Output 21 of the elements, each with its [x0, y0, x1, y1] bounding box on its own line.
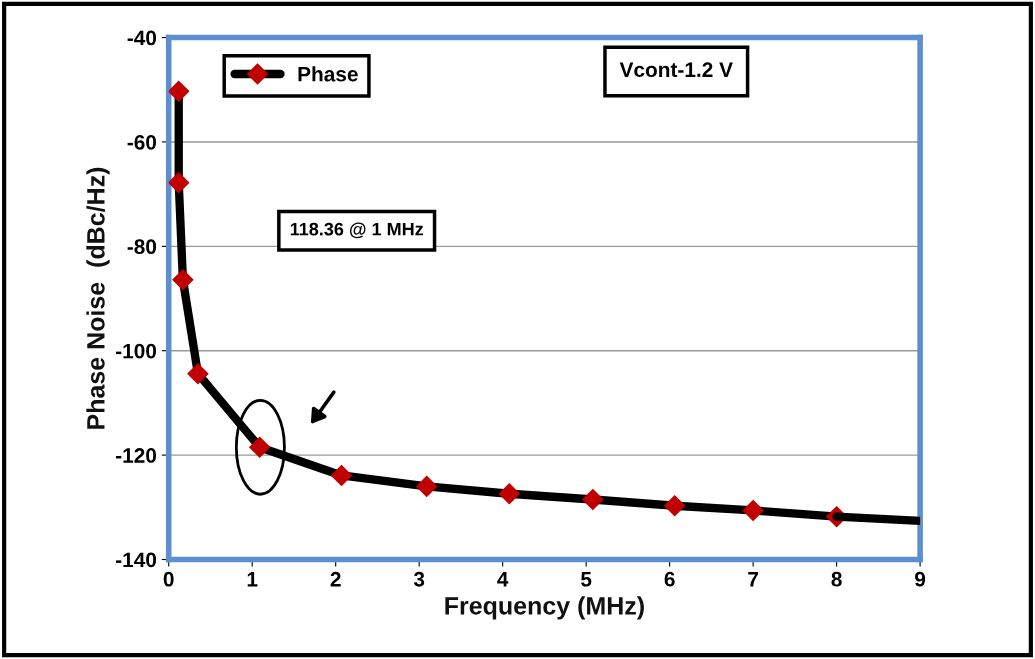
- x-tick-label: 8: [831, 571, 842, 587]
- x-tick-label: 5: [581, 572, 592, 587]
- annotation: Vcont-1.2 V: [619, 62, 733, 78]
- y-tick-label: -60: [127, 134, 157, 150]
- legend-label: Phase: [298, 66, 358, 82]
- x-tick-label: 3: [413, 571, 425, 587]
- y-axis-title: Phase Noise (dBc/Hz): [86, 167, 110, 429]
- x-axis-title: Frequency (MHz): [445, 596, 644, 620]
- x-tick-label: 9: [915, 571, 926, 587]
- x-tick-label: 1: [247, 572, 258, 587]
- x-tick-label: 4: [497, 572, 509, 587]
- x-tick-label: 7: [748, 572, 759, 587]
- x-tick-label: 2: [330, 571, 341, 587]
- annotation: 118.36 @ 1 MHz: [290, 222, 424, 239]
- y-tick-label: -140: [116, 552, 157, 568]
- y-tick-label: -100: [116, 343, 157, 359]
- y-tick-label: -40: [127, 30, 157, 46]
- y-tick-label: -120: [116, 448, 157, 463]
- x-tick-label: 6: [664, 571, 675, 587]
- x-tick-label: 0: [163, 571, 174, 587]
- y-tick-label: -80: [127, 239, 157, 255]
